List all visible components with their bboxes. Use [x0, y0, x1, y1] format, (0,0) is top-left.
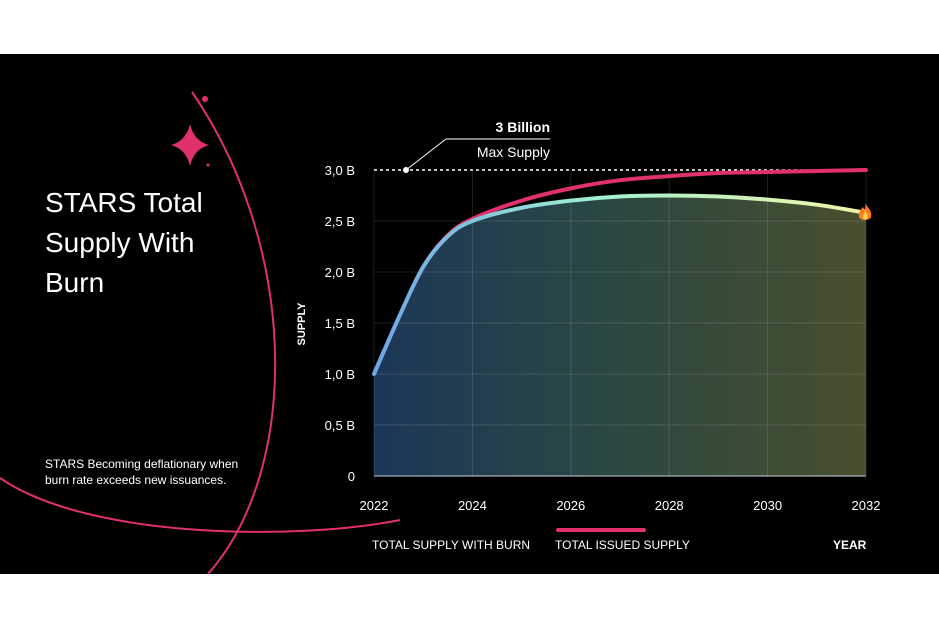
annotation-dot: [403, 167, 409, 173]
burn-area-fill: [374, 195, 866, 476]
x-tick-label: 2024: [458, 498, 487, 513]
decorative-dot: [202, 96, 208, 102]
legend-label-total-supply-with-burn: TOTAL SUPPLY WITH BURN: [372, 538, 531, 552]
y-tick-label: 1,0 B: [325, 367, 355, 382]
x-tick-label: 2030: [753, 498, 782, 513]
decorative-dot: [206, 163, 210, 167]
y-tick-label: 2,5 B: [325, 214, 355, 229]
y-tick-label: 0,5 B: [325, 418, 355, 433]
fire-icon: [858, 203, 872, 220]
y-tick-label: 2,0 B: [325, 265, 355, 280]
x-tick-label: 2032: [852, 498, 881, 513]
decorative-arc: [191, 91, 276, 575]
chart-description: STARS Becoming deflationary when burn ra…: [45, 457, 239, 487]
series-line-total-supply-with-burn: [372, 193, 868, 376]
y-tick-label: 1,5 B: [325, 316, 355, 331]
x-tick-label: 2028: [655, 498, 684, 513]
x-axis-label: YEAR: [833, 538, 867, 552]
y-tick-label: 3,0 B: [325, 163, 355, 178]
annotation-title: 3 Billion: [495, 119, 550, 135]
x-tick-label: 2022: [360, 498, 389, 513]
chart-title: STARS Total Supply With Burn: [45, 187, 203, 298]
annotation-subtitle: Max Supply: [476, 144, 550, 160]
y-axis-label: SUPPLY: [296, 302, 308, 346]
decorative-arc-lower: [0, 477, 401, 533]
y-tick-label: 0: [348, 469, 355, 484]
x-tick-label: 2026: [556, 498, 585, 513]
sparkle-star-icon: [171, 124, 209, 166]
annotation-leader: [405, 138, 447, 171]
legend-label-total-issued-supply: TOTAL ISSUED SUPPLY: [555, 538, 690, 552]
